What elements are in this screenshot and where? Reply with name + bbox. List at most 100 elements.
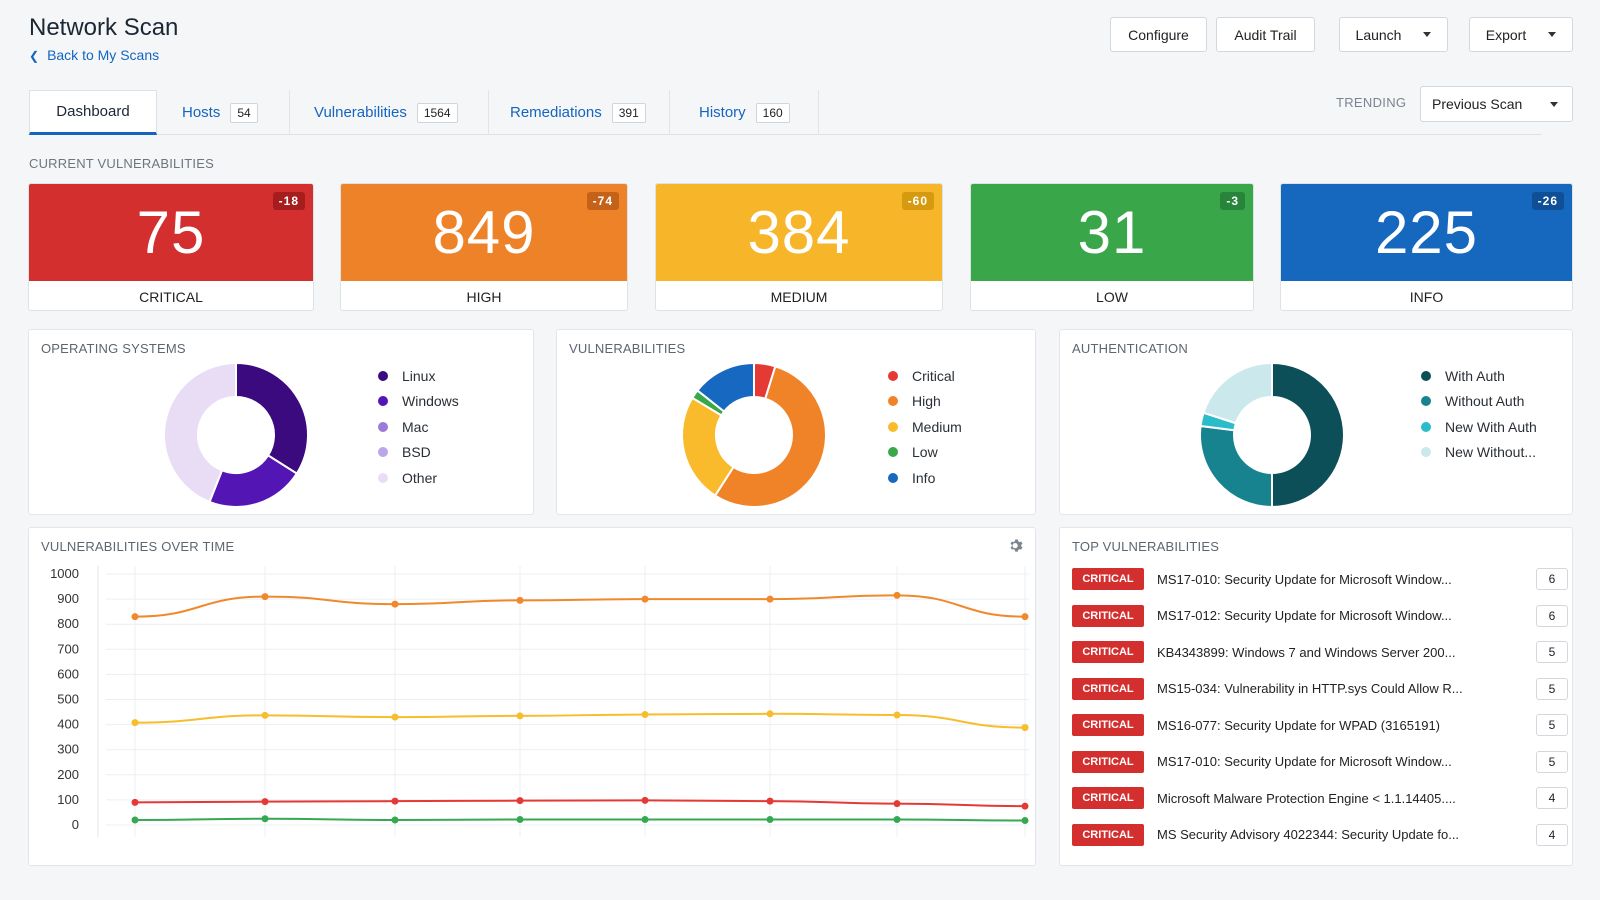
tab-label: Vulnerabilities (314, 104, 407, 121)
legend-item[interactable]: With Auth (1421, 363, 1537, 389)
data-point[interactable] (516, 797, 524, 805)
data-point[interactable] (1021, 613, 1029, 621)
legend-item[interactable]: Without Auth (1421, 389, 1537, 415)
data-point[interactable] (391, 600, 399, 608)
severity-label: MEDIUM (770, 288, 828, 305)
data-point[interactable] (131, 719, 139, 727)
data-point[interactable] (893, 591, 901, 599)
data-point[interactable] (131, 798, 139, 806)
authentication-donut-chart[interactable] (1197, 360, 1347, 510)
severity-card-medium[interactable]: 384 -60 MEDIUM (655, 183, 943, 311)
top-vulnerability-row[interactable]: CRITICAL Microsoft Malware Protection Eng… (1072, 785, 1568, 811)
top-vulnerability-row[interactable]: CRITICAL MS17-010: Security Update for Mi… (1072, 749, 1568, 775)
data-point[interactable] (1021, 816, 1029, 824)
top-vulnerability-row[interactable]: CRITICAL MS16-077: Security Update for WP… (1072, 712, 1568, 738)
top-vulnerability-row[interactable]: CRITICAL MS15-034: Vulnerability in HTTP.… (1072, 676, 1568, 702)
severity-badge: CRITICAL (1072, 750, 1144, 773)
legend-item[interactable]: New With Auth (1421, 414, 1537, 440)
severity-card-low[interactable]: 31 -3 LOW (970, 183, 1254, 311)
tab-divider (669, 90, 670, 135)
tab-count-badge: 160 (755, 102, 790, 123)
vulnerability-name: MS17-012: Security Update for Microsoft … (1157, 608, 1452, 623)
data-point[interactable] (131, 816, 139, 824)
gear-icon[interactable] (1009, 538, 1025, 554)
legend-item[interactable]: Mac (378, 414, 459, 440)
legend-item[interactable]: BSD (378, 440, 459, 466)
data-point[interactable] (1021, 802, 1029, 810)
legend-dot-icon (378, 447, 388, 458)
back-to-scans-link[interactable]: ❮ Back to My Scans (29, 47, 159, 63)
legend-item[interactable]: Critical (888, 363, 962, 389)
legend-item[interactable]: High (888, 389, 962, 415)
data-point[interactable] (766, 815, 774, 823)
donut-slice-high[interactable] (713, 364, 827, 508)
trending-select[interactable]: Previous Scan (1420, 86, 1573, 122)
data-point[interactable] (1021, 724, 1029, 732)
export-button[interactable]: Export (1469, 17, 1573, 52)
tab-vulnerabilities[interactable]: Vulnerabilities 1564 (314, 90, 458, 135)
data-point[interactable] (641, 595, 649, 603)
data-point[interactable] (516, 596, 524, 604)
launch-button[interactable]: Launch (1339, 17, 1448, 52)
legend-dot-icon (1421, 421, 1431, 432)
audit-trail-button[interactable]: Audit Trail (1216, 17, 1315, 52)
data-point[interactable] (641, 711, 649, 719)
donut-slice-new-without-[interactable] (1202, 361, 1273, 425)
data-point[interactable] (641, 796, 649, 804)
top-vulnerability-row[interactable]: CRITICAL MS17-010: Security Update for Mi… (1072, 566, 1568, 592)
vulnerabilities-legend: Critical High Medium Low Info (888, 363, 962, 491)
data-point[interactable] (893, 711, 901, 719)
donut-slice-info[interactable] (696, 361, 755, 413)
configure-button[interactable]: Configure (1110, 17, 1207, 52)
data-point[interactable] (391, 713, 399, 721)
donut-slice-without-auth[interactable] (1199, 424, 1273, 509)
caret-down-icon (1548, 32, 1557, 37)
data-point[interactable] (766, 797, 774, 805)
data-point[interactable] (261, 815, 269, 823)
donut-slice-with-auth[interactable] (1271, 361, 1345, 509)
data-point[interactable] (893, 815, 901, 823)
vulnerabilities-donut-chart[interactable] (679, 360, 829, 510)
current-vulns-label: CURRENT VULNERABILITIES (29, 156, 214, 171)
data-point[interactable] (516, 815, 524, 823)
tab-history[interactable]: History 160 (699, 90, 790, 135)
tab-dashboard[interactable]: Dashboard (29, 90, 157, 135)
data-point[interactable] (641, 815, 649, 823)
data-point[interactable] (261, 711, 269, 719)
severity-delta-badge: -26 (1531, 192, 1564, 210)
top-vulnerability-row[interactable]: CRITICAL KB4343899: Windows 7 and Windows… (1072, 639, 1568, 665)
tab-hosts[interactable]: Hosts 54 (182, 90, 258, 135)
legend-item[interactable]: Medium (888, 414, 962, 440)
os-donut-chart[interactable] (161, 360, 311, 510)
tab-divider (289, 90, 290, 135)
authentication-panel: AUTHENTICATION With Auth Without Auth New … (1059, 329, 1573, 515)
top-vulnerability-row[interactable]: CRITICAL MS17-012: Security Update for Mi… (1072, 603, 1568, 629)
tab-label: Dashboard (56, 103, 130, 120)
severity-card-critical[interactable]: 75 -18 CRITICAL (28, 183, 314, 311)
data-point[interactable] (261, 593, 269, 601)
legend-item[interactable]: Windows (378, 389, 459, 415)
data-point[interactable] (893, 800, 901, 808)
legend-item[interactable]: Info (888, 465, 962, 491)
data-point[interactable] (261, 798, 269, 806)
data-point[interactable] (766, 595, 774, 603)
series-line (134, 594, 1026, 618)
top-vulnerability-row[interactable]: CRITICAL MS Security Advisory 4022344: Se… (1072, 822, 1568, 848)
data-point[interactable] (766, 710, 774, 718)
severity-card-high[interactable]: 849 -74 HIGH (340, 183, 628, 311)
legend-item[interactable]: Low (888, 440, 962, 466)
data-point[interactable] (131, 613, 139, 621)
donut-slice-linux[interactable] (235, 361, 309, 475)
operating-systems-panel: OPERATING SYSTEMS Linux Windows Mac BSD Othe… (28, 329, 534, 515)
severity-card-info[interactable]: 225 -26 INFO (1280, 183, 1573, 311)
donut-slice-other[interactable] (163, 361, 237, 504)
legend-item[interactable]: Linux (378, 363, 459, 389)
data-point[interactable] (391, 816, 399, 824)
y-tick-label: 200 (57, 767, 79, 782)
data-point[interactable] (391, 797, 399, 805)
legend-item[interactable]: Other (378, 465, 459, 491)
data-point[interactable] (516, 712, 524, 720)
tab-remediations[interactable]: Remediations 391 (510, 90, 646, 135)
legend-item[interactable]: New Without... (1421, 440, 1537, 466)
